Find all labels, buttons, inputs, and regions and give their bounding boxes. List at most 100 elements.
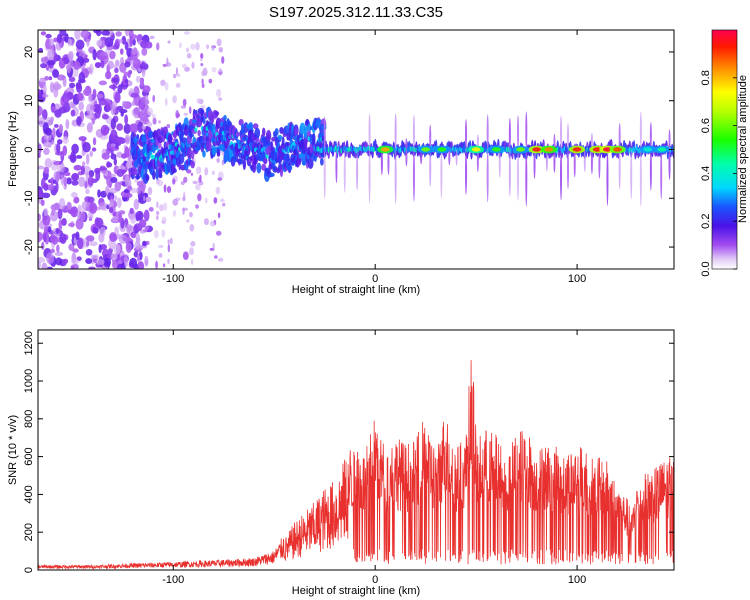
spectrogram-cell bbox=[64, 33, 69, 43]
spectrogram-cell bbox=[305, 118, 310, 125]
spectrogram-y-tick-label: 20 bbox=[23, 46, 35, 58]
colorbar-label: Normalized spectral amplitude bbox=[737, 75, 749, 223]
spectrogram-cell bbox=[38, 190, 44, 199]
spectrogram-cell bbox=[133, 107, 140, 115]
spectrogram-cell bbox=[71, 143, 79, 154]
spectrogram-cell bbox=[87, 196, 95, 203]
spectrogram-cell bbox=[304, 140, 308, 151]
spectrogram-cell bbox=[124, 78, 129, 84]
spectrogram-cell bbox=[166, 186, 172, 194]
spectrogram-cell bbox=[223, 114, 227, 121]
spectrogram-cell bbox=[76, 92, 84, 101]
spectrogram-cell bbox=[175, 82, 181, 88]
spectrogram-cell bbox=[88, 169, 95, 178]
spectrogram-cell bbox=[200, 105, 206, 109]
snr-y-tick-label: 1000 bbox=[23, 369, 35, 393]
spectrogram-cell bbox=[545, 149, 548, 172]
spectrogram-cell bbox=[85, 248, 93, 256]
spectrogram-cell bbox=[163, 184, 167, 193]
spectrogram-cell bbox=[180, 180, 185, 186]
spectrogram-cell bbox=[87, 176, 94, 187]
spectrogram-cell bbox=[209, 220, 216, 227]
spectrogram-cell bbox=[152, 94, 156, 103]
spectrogram-cell bbox=[68, 101, 75, 109]
spectrogram-cell bbox=[76, 116, 82, 126]
spectrogram-cell bbox=[138, 219, 147, 228]
spectrogram-cell bbox=[532, 147, 542, 152]
spectrogram-cell bbox=[277, 134, 283, 140]
spectrogram-cell bbox=[124, 41, 129, 51]
snr-y-tick-label: 0 bbox=[23, 567, 35, 573]
spectrogram-cell bbox=[124, 174, 130, 187]
figure-title: S197.2025.312.11.33.C35 bbox=[269, 4, 443, 21]
spectrogram-cell bbox=[116, 197, 122, 209]
spectrogram-cell bbox=[156, 201, 159, 209]
spectrogram-cell bbox=[48, 45, 55, 51]
colorbar-gradient bbox=[711, 29, 738, 270]
spectrogram-cell bbox=[46, 266, 53, 269]
spectrogram-cell bbox=[124, 114, 129, 125]
spectrogram-cell bbox=[214, 111, 220, 116]
spectrogram-cell bbox=[242, 158, 247, 171]
spectrogram-cell bbox=[205, 139, 212, 152]
spectrogram-cell bbox=[156, 215, 159, 221]
snr-x-tick-label: 100 bbox=[568, 574, 586, 586]
spectrogram-cell bbox=[182, 98, 187, 107]
spectrogram-cell bbox=[141, 47, 148, 56]
spectrogram-cell bbox=[80, 30, 90, 39]
spectrogram-cell bbox=[448, 149, 451, 166]
spectrogram-cell bbox=[97, 189, 101, 198]
spectrogram-cell bbox=[40, 62, 48, 69]
spectrogram-cell bbox=[102, 113, 109, 120]
spectrogram-cell bbox=[112, 211, 117, 217]
spectrogram-cell bbox=[217, 177, 223, 181]
spectrogram-cell bbox=[77, 204, 82, 212]
spectrogram-x-tick-label: 0 bbox=[372, 273, 378, 285]
spectrogram-cell bbox=[157, 179, 164, 187]
spectrogram-cell bbox=[110, 129, 118, 142]
spectrogram-cell bbox=[190, 258, 194, 266]
spectrogram-cell bbox=[152, 171, 156, 180]
spectrogram-cell bbox=[105, 186, 110, 196]
spectrogram-cell bbox=[116, 263, 123, 269]
spectrogram-cell bbox=[639, 111, 642, 150]
spectrogram-cell bbox=[67, 51, 73, 61]
spectrogram-cell bbox=[394, 113, 397, 150]
spectrogram-cell bbox=[197, 193, 202, 202]
spectrogram-cell bbox=[465, 149, 468, 196]
spectrogram-cell bbox=[590, 132, 593, 150]
spectrogram-cell bbox=[254, 127, 261, 139]
spectrogram-cell bbox=[137, 121, 144, 133]
snr-panel: -100 0 100 0 200 400 600 800 1000 1200 Height of… bbox=[7, 329, 675, 597]
spectrogram-cell bbox=[56, 33, 63, 44]
spectrogram-y-tick-label: -20 bbox=[23, 239, 35, 255]
spectrogram-cell bbox=[186, 47, 190, 53]
spectrogram-cell bbox=[218, 68, 223, 73]
spectrogram-cell bbox=[299, 122, 306, 135]
spectrogram-cell bbox=[140, 108, 148, 119]
spectrogram-cell bbox=[82, 141, 91, 153]
spectrogram-cell bbox=[158, 173, 163, 179]
spectrogram-cell bbox=[183, 112, 189, 116]
spectrogram-cell bbox=[195, 42, 200, 51]
spectrogram-cell bbox=[93, 104, 100, 113]
spectrogram-cell bbox=[189, 211, 193, 218]
spectrogram-cell bbox=[120, 111, 124, 117]
spectrogram-cell bbox=[146, 121, 153, 128]
spectrogram-cell bbox=[649, 149, 652, 191]
spectrogram-cell bbox=[112, 64, 120, 69]
spectrogram-cell bbox=[248, 122, 254, 133]
spectrogram-cell bbox=[124, 30, 130, 37]
spectrogram-cell bbox=[200, 53, 204, 59]
spectrogram-cell bbox=[186, 53, 192, 59]
spectrogram-cell bbox=[78, 176, 86, 187]
spectrogram-cell bbox=[525, 111, 528, 150]
spectrogram-cell bbox=[94, 62, 102, 69]
spectrogram-cell bbox=[114, 181, 122, 192]
spectrogram-cell bbox=[613, 147, 622, 152]
spectrogram-cell bbox=[356, 149, 359, 191]
spectrogram-cell bbox=[175, 113, 181, 118]
spectrogram-cell bbox=[58, 106, 67, 114]
spectrogram-cell bbox=[38, 256, 46, 263]
spectrogram-cell bbox=[41, 93, 49, 98]
